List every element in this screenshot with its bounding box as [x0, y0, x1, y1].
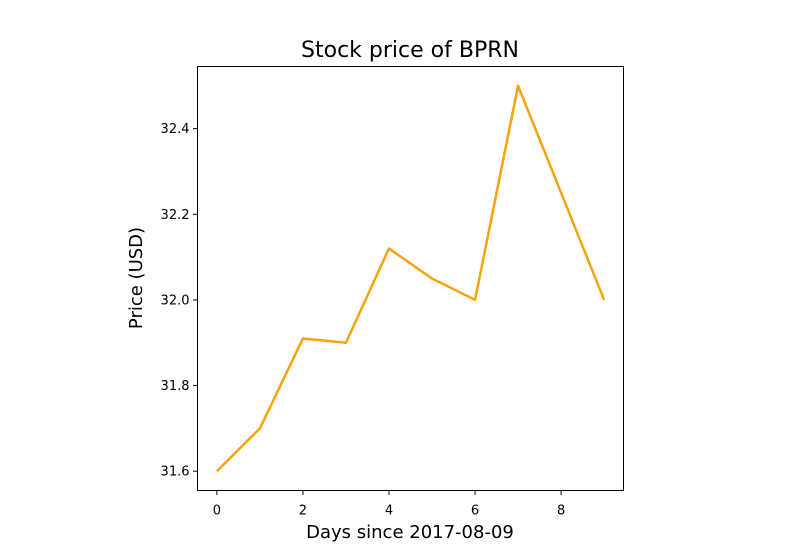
y-tick-label: 31.8: [161, 379, 190, 394]
y-axis-ticks: 31.6 31.8 32.0 32.2 32.4: [161, 122, 198, 480]
x-tick-label: 8: [557, 504, 565, 519]
x-axis-ticks: 0 2 4 6 8: [213, 490, 565, 519]
y-axis-label: Price (USD): [126, 227, 147, 329]
chart-title: Stock price of BPRN: [301, 38, 519, 63]
y-tick-label: 32.0: [161, 293, 190, 308]
x-tick-label: 2: [299, 504, 307, 519]
series-line: [215, 84, 606, 473]
x-tick-label: 4: [385, 504, 393, 519]
series-layer: [215, 84, 606, 473]
x-axis-label: Days since 2017-08-09: [306, 522, 514, 543]
plot-frame: [197, 66, 624, 491]
y-tick-label: 32.2: [161, 208, 190, 223]
y-tick-label: 32.4: [161, 122, 190, 137]
x-tick-label: 0: [213, 504, 221, 519]
x-tick-label: 6: [471, 504, 479, 519]
y-tick-label: 31.6: [161, 465, 190, 480]
